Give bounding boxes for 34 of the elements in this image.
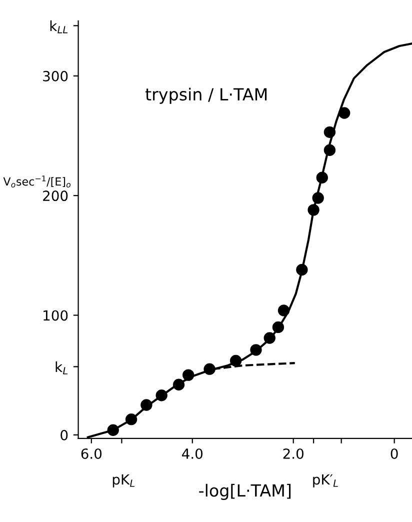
point <box>172 378 185 390</box>
annotation: trypsin / L·TAM <box>145 88 267 104</box>
x-tick-label: 2.0 <box>283 448 304 459</box>
y-tick-label: k$_{L}$ <box>56 361 68 374</box>
point <box>324 144 336 156</box>
y-tick-label: 0 <box>60 430 68 440</box>
y-tick-label: 200 <box>43 190 68 202</box>
x-tick-label: 0 <box>390 448 398 459</box>
point <box>272 321 284 334</box>
point <box>182 369 194 381</box>
point <box>156 390 168 402</box>
y-tick-label: 100 <box>44 310 68 321</box>
point <box>204 363 216 375</box>
y-tick-label: k$_{LL}$ <box>50 20 68 34</box>
text: pK$_{L}$ <box>112 474 135 488</box>
point <box>264 332 276 344</box>
text: pK′$_{L}$ <box>313 474 338 488</box>
x-tick-label: 4.0 <box>182 448 203 459</box>
point <box>324 126 336 138</box>
x-tick-label: 6.0 <box>81 448 102 459</box>
x-axis-title: -log[L·TAM] <box>199 484 291 500</box>
point <box>140 399 152 411</box>
point <box>312 192 324 204</box>
point <box>338 107 350 119</box>
y-tick-label: 300 <box>43 70 68 82</box>
point <box>308 204 320 216</box>
point <box>125 413 138 426</box>
point <box>250 344 262 356</box>
point <box>107 424 119 436</box>
y-axis-title: V$_{o}$sec$^{−1}$/[E]$_{o}$ <box>3 176 71 188</box>
point <box>316 172 328 184</box>
point <box>278 304 290 316</box>
point <box>230 354 242 367</box>
point <box>296 264 308 276</box>
